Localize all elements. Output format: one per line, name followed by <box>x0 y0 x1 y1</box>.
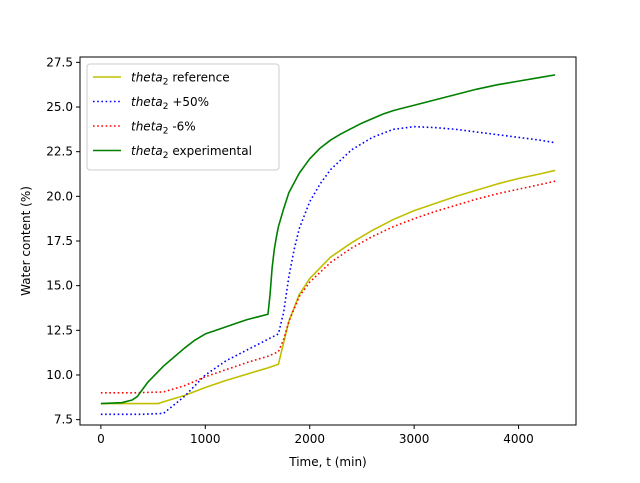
x-tick-label: 2000 <box>294 432 325 446</box>
y-tick-label: 10.0 <box>46 368 73 382</box>
legend: theta2 reference theta2 +50% theta2 -6% the… <box>86 63 280 171</box>
y-tick-label: 22.5 <box>46 145 73 159</box>
x-axis-label: Time, t (min) <box>288 455 367 469</box>
y-tick-label: 15.0 <box>46 279 73 293</box>
legend-label-3: theta2 experimental <box>131 144 252 161</box>
series-line-0 <box>100 169 556 405</box>
y-tick-label: 27.5 <box>46 55 73 69</box>
y-tick-label: 20.0 <box>46 189 73 203</box>
series-line-2 <box>100 180 556 394</box>
legend-box <box>86 63 280 171</box>
y-tick-label: 17.5 <box>46 234 73 248</box>
y-tick-label: 12.5 <box>46 323 73 337</box>
x-tick-label: 1000 <box>190 432 221 446</box>
x-tick-label: 0 <box>97 432 105 446</box>
x-tick-label: 3000 <box>399 432 430 446</box>
series-lines <box>100 74 556 416</box>
legend-label-0: theta2 reference <box>131 71 230 88</box>
x-axis: 0 1000 2000 3000 4000 <box>97 425 534 446</box>
y-tick-label: 25.0 <box>46 100 73 114</box>
y-tick-label: 7.5 <box>54 413 73 427</box>
series-line-3 <box>100 74 556 405</box>
x-tick-label: 4000 <box>503 432 534 446</box>
y-axis: 7.5 10.0 12.5 15.0 17.5 20.0 22.5 25.0 27.5 <box>46 55 80 427</box>
legend-label-2: theta2 -6% <box>131 120 196 137</box>
y-axis-label: Water content (%) <box>19 186 33 296</box>
legend-label-1: theta2 +50% <box>131 95 209 112</box>
